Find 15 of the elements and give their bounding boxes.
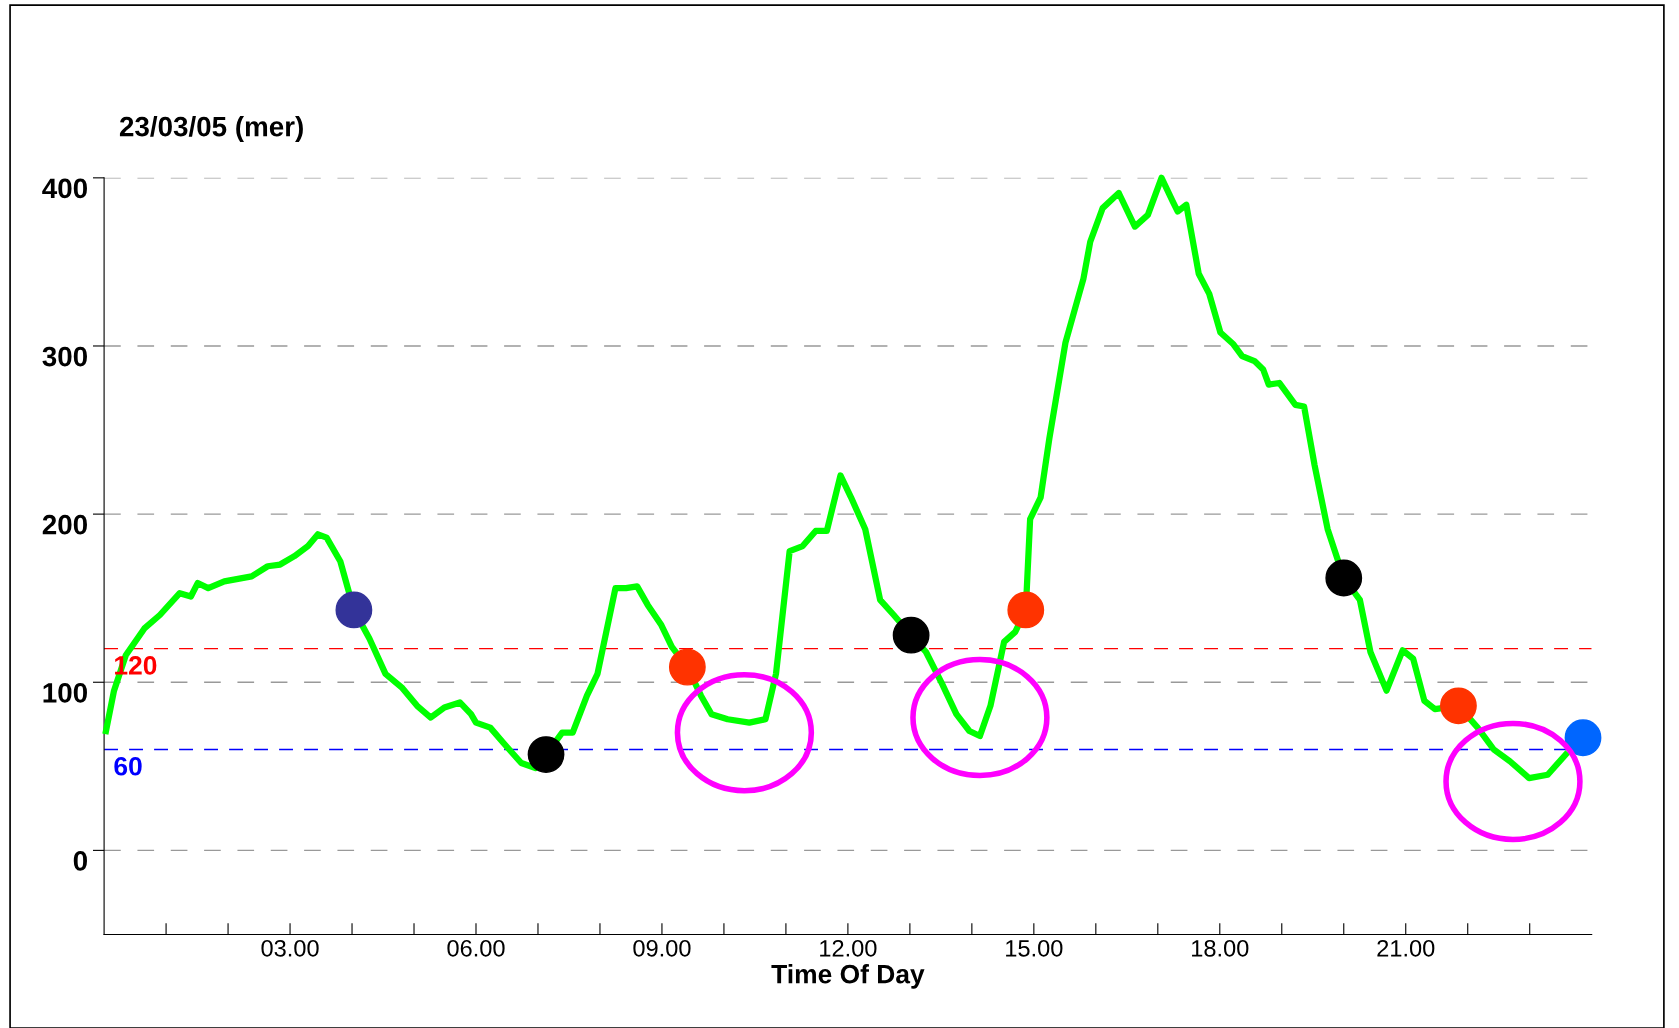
x-axis-title: Time Of Day	[771, 964, 925, 989]
x-tick-label: 21.00	[1377, 939, 1435, 957]
x-tick-label: 15.00	[1006, 939, 1063, 957]
y-tick-label: 200	[42, 514, 87, 535]
x-tick-label: 03.00	[261, 939, 319, 957]
y-tick-label: 400	[42, 178, 87, 199]
x-tick-label: 12.00	[820, 939, 877, 957]
y-tick-label: 300	[42, 346, 87, 367]
ref-line-label: 60	[114, 756, 142, 776]
y-tick-label: 100	[43, 682, 87, 703]
x-tick-label: 09.00	[633, 939, 691, 957]
chart-title: 23/03/05 (mer)	[119, 116, 303, 142]
x-tick-label: 06.00	[447, 939, 505, 957]
y-tick-label: 0	[73, 851, 87, 871]
x-tick-label: 18.00	[1192, 939, 1249, 957]
